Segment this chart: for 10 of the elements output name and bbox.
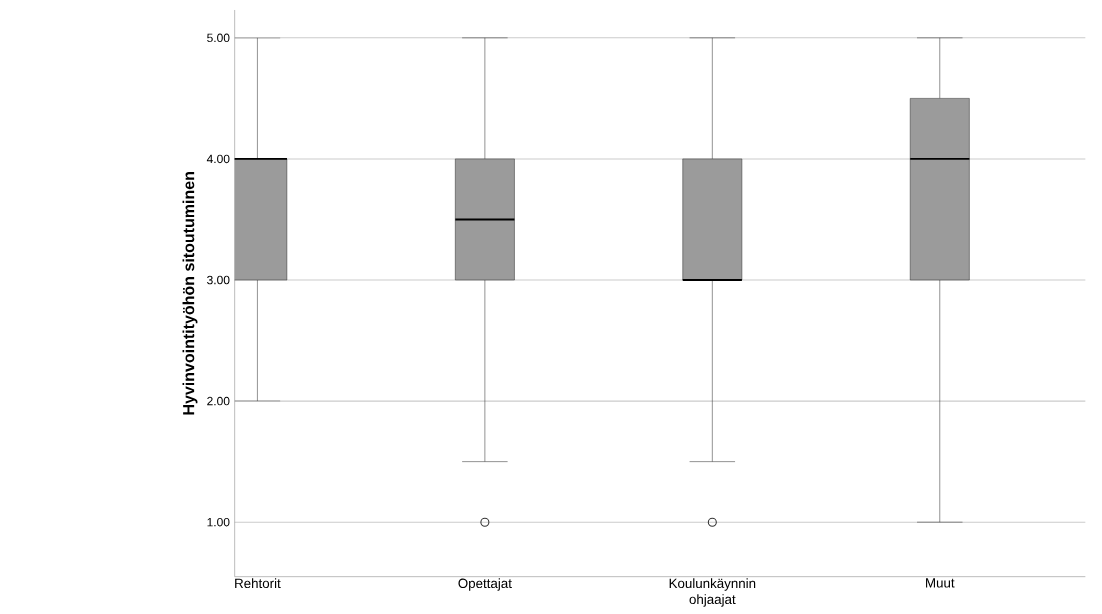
x-tick-label: Muut (926, 578, 955, 588)
y-tick-label: 2.00 (207, 396, 230, 406)
y-tick-label: 3.00 (207, 275, 230, 285)
x-tick-label: Opettajat (458, 578, 512, 591)
x-tick-label: Koulunkäynnin ohjaajat (669, 578, 756, 607)
y-tick-label: 4.00 (206, 154, 230, 164)
y-tick-label: 1.00 (207, 517, 230, 527)
y-axis-title: Hyvinvointityöhön sitoutuminen (182, 172, 198, 415)
x-tick-label: Rehtorit (235, 578, 281, 589)
y-tick-label: 5.00 (207, 33, 230, 43)
